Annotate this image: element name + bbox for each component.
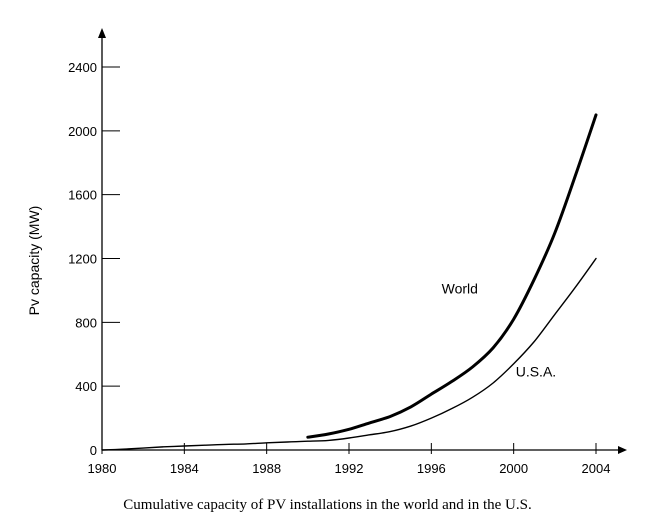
series-line-u-s-a [101,257,597,451]
x-tick-label: 1996 [417,461,446,476]
y-tick-label: 2400 [68,60,97,75]
x-tick-label: 1984 [170,461,199,476]
chart-caption: Cumulative capacity of PV installations … [123,497,532,513]
series-line-world [306,113,598,439]
series-label-world: World [442,281,478,297]
y-axis-ticks: 0 400 800 1200 1600 2000 2400 [68,60,120,458]
series-labels: World U.S.A. [442,281,557,380]
series-label-u-s-a: U.S.A. [516,364,556,380]
y-tick-label: 2000 [68,124,97,139]
y-tick-label: 800 [75,315,97,330]
y-axis-title: Pv capacity (MW) [26,206,42,316]
x-tick-label: 1980 [88,461,117,476]
series-group [101,113,598,451]
x-tick-label: 2004 [582,461,611,476]
x-tick-label: 2000 [499,461,528,476]
x-axis-ticks: 1980 1984 1988 1992 1996 2000 2004 [88,443,611,476]
y-tick-label: 400 [75,379,97,394]
x-tick-label: 1992 [335,461,364,476]
axes: Pv capacity (MW) [26,28,627,454]
y-tick-label: 0 [90,443,97,458]
y-tick-label: 1600 [68,188,97,203]
y-axis-arrow [98,28,106,38]
x-axis-arrow [618,446,627,454]
x-tick-label: 1988 [252,461,281,476]
y-tick-label: 1200 [68,252,97,267]
